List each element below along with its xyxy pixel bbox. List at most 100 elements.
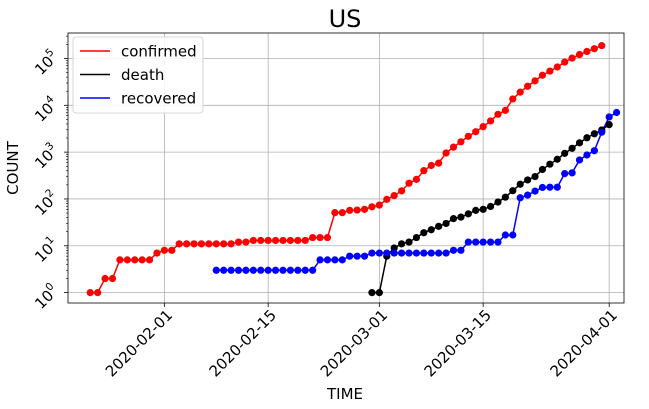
data-point-confirmed: [449, 143, 458, 151]
data-point-confirmed: [294, 236, 302, 245]
data-point-confirmed: [531, 77, 539, 85]
data-point-death: [486, 202, 495, 211]
y-axis-label: COUNT: [4, 140, 22, 194]
data-point-confirmed: [509, 95, 517, 103]
data-point-confirmed: [145, 256, 154, 264]
data-point-recovered: [390, 249, 398, 257]
data-point-recovered: [531, 187, 539, 195]
data-point-recovered: [398, 249, 406, 257]
data-point-confirmed: [479, 123, 487, 131]
data-point-recovered: [331, 256, 339, 264]
data-point-recovered: [212, 266, 220, 274]
data-point-recovered: [227, 266, 235, 274]
x-tick-label: 2020-04-01: [547, 306, 621, 380]
legend: confirmed death recovered: [72, 36, 204, 114]
data-point-recovered: [598, 128, 606, 136]
data-point-confirmed: [197, 240, 206, 248]
data-point-recovered: [464, 238, 472, 246]
data-point-recovered: [412, 249, 421, 257]
data-point-recovered: [301, 266, 309, 274]
series-points: [86, 42, 621, 297]
data-point-confirmed: [420, 167, 428, 175]
data-point-recovered: [612, 108, 621, 117]
data-point-death: [375, 289, 383, 297]
data-point-death: [568, 144, 576, 152]
data-point-confirmed: [168, 246, 176, 254]
data-point-death: [472, 206, 480, 214]
x-axis: 2020-02-01 2020-02-15 2020-03-01 2020-03-15…: [102, 303, 621, 380]
data-point-confirmed: [427, 161, 435, 170]
y-tick-label: 102: [31, 187, 57, 219]
data-point-death: [553, 155, 561, 163]
data-point-confirmed: [101, 274, 109, 283]
data-point-confirmed: [442, 149, 450, 157]
data-point-confirmed: [516, 88, 524, 96]
data-point-death: [494, 198, 502, 206]
data-point-confirmed: [368, 203, 376, 211]
data-point-confirmed: [279, 236, 287, 245]
data-point-confirmed: [346, 206, 354, 214]
data-point-recovered: [234, 266, 243, 274]
legend-label-recovered: recovered: [121, 90, 196, 108]
data-point-confirmed: [568, 54, 576, 62]
data-point-recovered: [516, 194, 524, 202]
data-point-confirmed: [183, 240, 191, 248]
data-point-recovered: [479, 238, 487, 246]
data-point-recovered: [427, 249, 435, 257]
data-point-confirmed: [323, 233, 332, 242]
data-point-death: [531, 172, 539, 181]
data-point-recovered: [309, 266, 317, 274]
legend-label-death: death: [121, 66, 164, 84]
data-point-confirmed: [435, 159, 443, 167]
data-point-death: [590, 130, 598, 138]
data-point-confirmed: [501, 106, 509, 114]
data-point-recovered: [486, 238, 495, 246]
data-point-confirmed: [108, 274, 117, 283]
data-point-recovered: [590, 147, 598, 155]
data-point-confirmed: [494, 110, 502, 118]
data-point-confirmed: [212, 240, 220, 248]
data-point-confirmed: [175, 240, 183, 248]
data-point-recovered: [494, 238, 502, 246]
data-point-recovered: [509, 231, 517, 239]
data-point-recovered: [449, 246, 458, 254]
x-tick-label: 2020-03-01: [317, 306, 391, 380]
data-point-death: [464, 210, 472, 218]
data-point-confirmed: [271, 236, 280, 245]
data-point-confirmed: [86, 289, 94, 297]
data-point-confirmed: [464, 132, 472, 140]
data-point-confirmed: [190, 240, 198, 248]
y-tick-label: 104: [31, 93, 57, 126]
data-point-confirmed: [160, 246, 168, 254]
data-point-recovered: [375, 249, 383, 257]
data-point-confirmed: [234, 238, 243, 246]
data-point-death: [398, 240, 406, 248]
data-point-recovered: [383, 249, 391, 257]
data-point-confirmed: [286, 236, 294, 245]
data-point-recovered: [264, 266, 272, 274]
data-point-recovered: [405, 249, 413, 257]
data-point-confirmed: [553, 63, 561, 71]
data-point-confirmed: [257, 236, 265, 245]
data-point-death: [457, 213, 465, 221]
data-point-death: [368, 289, 376, 297]
data-point-death: [546, 160, 554, 168]
data-point-confirmed: [598, 42, 606, 50]
data-point-confirmed: [338, 209, 346, 217]
data-point-confirmed: [94, 289, 102, 297]
data-point-confirmed: [353, 206, 361, 214]
data-point-death: [561, 149, 569, 157]
data-point-recovered: [420, 249, 428, 257]
data-point-confirmed: [561, 58, 569, 66]
data-point-confirmed: [242, 238, 250, 246]
data-point-confirmed: [205, 240, 213, 248]
y-axis: 100 101 102 103 104 105: [31, 35, 68, 313]
data-point-recovered: [338, 256, 346, 264]
data-point-recovered: [568, 169, 576, 177]
data-point-confirmed: [331, 209, 339, 217]
data-point-confirmed: [583, 47, 591, 56]
data-point-recovered: [249, 266, 257, 274]
data-point-confirmed: [472, 128, 480, 136]
data-point-death: [449, 215, 458, 223]
data-point-confirmed: [524, 82, 532, 90]
